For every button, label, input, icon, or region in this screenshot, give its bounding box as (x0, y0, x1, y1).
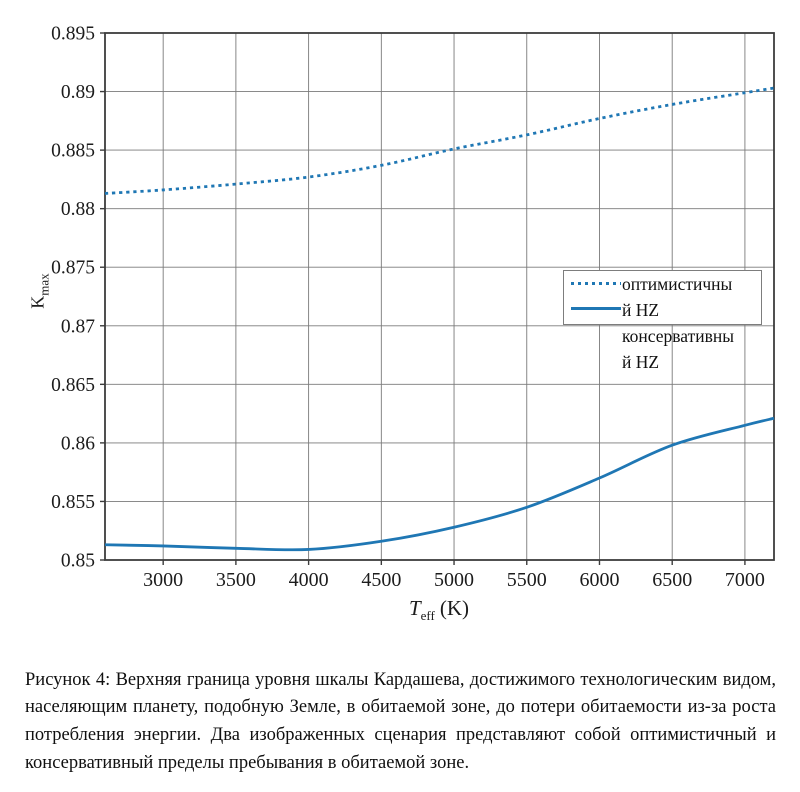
x-tick-label-7000: 7000 (725, 569, 765, 591)
y-tick-label-0.875: 0.875 (51, 258, 95, 279)
x-tick-label-4500: 4500 (361, 569, 401, 591)
series-optimistic-hz (104, 86, 775, 195)
y-tick-label-0.87: 0.87 (61, 316, 95, 337)
x-tick-label-6500: 6500 (652, 569, 692, 591)
legend (563, 270, 762, 325)
y-tick-label-0.88: 0.88 (61, 199, 95, 220)
legend-solid-line-icon (571, 307, 621, 310)
x-axis-label-sub: eff (420, 608, 435, 624)
y-axis-label: Kmax (28, 273, 53, 308)
y-tick-label-0.855: 0.855 (51, 492, 95, 513)
x-tick-label-6000: 6000 (579, 569, 619, 591)
legend-dotted-line-icon (571, 282, 621, 285)
x-tick-label-4000: 4000 (289, 569, 329, 591)
plot-area: 3000 3500 4000 4500 5000 5500 6000 6500 7000 0.85… (51, 24, 775, 591)
x-tick-label-5000: 5000 (434, 569, 474, 591)
y-axis-label-sub: max (36, 273, 52, 296)
y-tick-label-0.895: 0.895 (51, 24, 95, 45)
legend-label-optimistic-line2: й HZ (622, 300, 660, 320)
series-conservative-hz (104, 416, 775, 552)
legend-label-conservative-line1: консервативны (622, 326, 734, 346)
y-tick-label-0.86: 0.86 (61, 433, 95, 454)
x-tick-label-3000: 3000 (143, 569, 183, 591)
y-tick-label-0.89: 0.89 (61, 82, 95, 103)
y-axis-label-main: K (27, 295, 48, 309)
legend-label-optimistic-line1: оптимистичны (622, 274, 733, 294)
x-tick-label-3500: 3500 (216, 569, 256, 591)
y-tick-label-0.865: 0.865 (51, 375, 95, 396)
plot-frame (104, 32, 775, 561)
legend-label-conservative-line2: й HZ (622, 352, 660, 372)
x-tick-label-5500: 5500 (507, 569, 547, 591)
figure-caption: Рисунок 4: Верхняя граница уровня шкалы … (25, 669, 776, 773)
x-axis-label-main: T (408, 595, 421, 620)
x-axis-label: Teff (K) (409, 596, 469, 624)
x-axis-label-unit: (K) (439, 595, 470, 620)
y-tick-label-0.85: 0.85 (61, 551, 95, 572)
chart: 3000 3500 4000 4500 5000 5500 6000 6500 7000 0.85… (28, 24, 775, 624)
y-tick-label-0.885: 0.885 (51, 141, 95, 162)
